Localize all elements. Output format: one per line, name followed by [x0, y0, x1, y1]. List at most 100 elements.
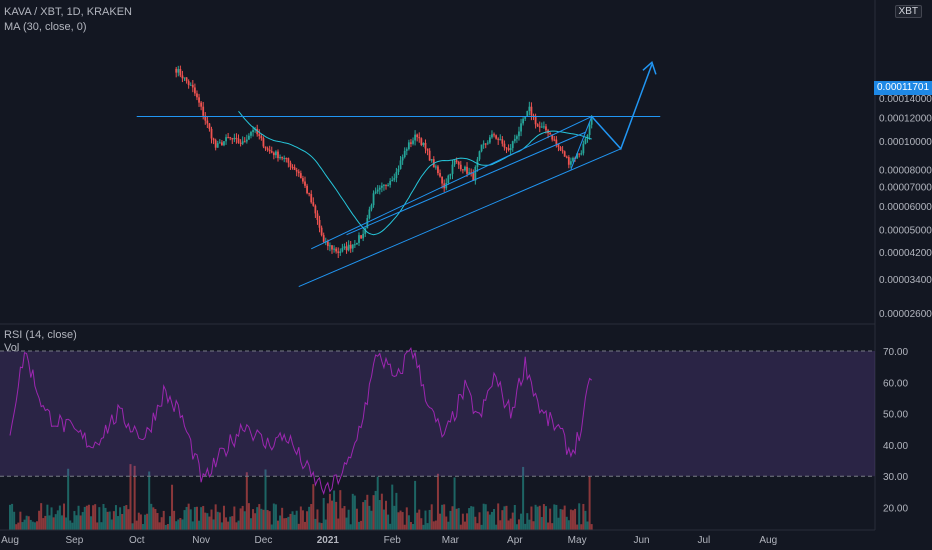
- volume-bar: [144, 514, 147, 530]
- candle-body: [391, 179, 394, 182]
- volume-bar: [243, 511, 246, 530]
- volume-bar: [42, 518, 45, 530]
- price-tick-label: 0.00014000: [879, 94, 932, 105]
- volume-bar: [551, 523, 554, 530]
- candle-body: [281, 157, 284, 159]
- volume-bar: [387, 514, 390, 530]
- ascending-support-line: [298, 148, 621, 288]
- volume-bar: [60, 515, 63, 530]
- volume-bar: [368, 505, 371, 530]
- volume-bar: [324, 519, 327, 530]
- volume-bar: [100, 522, 103, 530]
- volume-bar: [561, 509, 564, 530]
- candle-body: [422, 142, 425, 146]
- candle-body: [509, 148, 512, 151]
- candle-body: [372, 193, 375, 206]
- volume-bar: [530, 506, 533, 530]
- candle-body: [565, 156, 568, 158]
- candle-body: [434, 166, 437, 168]
- candle-body: [513, 138, 516, 142]
- rsi-axis[interactable]: 70.00 60.00 50.00 40.00 30.00 20.00: [883, 347, 908, 515]
- candle-body: [225, 137, 227, 142]
- volume-bar: [237, 520, 240, 530]
- candle-body: [486, 142, 489, 144]
- candle-body: [580, 153, 583, 155]
- volume-bar: [432, 521, 435, 530]
- volume-bar: [198, 520, 201, 530]
- candle-body: [223, 141, 225, 146]
- rsi-tick-label: 20.00: [883, 504, 908, 515]
- volume-bar: [283, 518, 286, 530]
- volume-bar: [333, 490, 336, 530]
- candle-body: [293, 167, 296, 171]
- volume-bar: [210, 509, 213, 530]
- volume-bar: [252, 509, 255, 530]
- volume-bar: [455, 508, 458, 530]
- candle-body: [304, 181, 306, 186]
- candle-body: [212, 138, 215, 141]
- volume-bar: [235, 522, 238, 530]
- volume-bar: [299, 506, 302, 530]
- volume-bar: [434, 520, 437, 530]
- volume-bar: [46, 504, 49, 530]
- price-axis[interactable]: 0.00014000 0.00012000 0.00010000 0.00008000…: [879, 94, 932, 320]
- candle-body: [538, 126, 541, 128]
- rsi-indicator-title[interactable]: RSI (14, close): [4, 329, 77, 341]
- rsi-tick-label: 40.00: [883, 441, 908, 452]
- candle-body: [339, 251, 342, 253]
- volume-pane: [9, 464, 593, 530]
- volume-bar: [316, 509, 319, 530]
- currency-unit-badge[interactable]: XBT: [894, 5, 922, 18]
- candle-body: [322, 235, 325, 242]
- volume-bar: [486, 511, 489, 530]
- volume-bar: [117, 516, 120, 530]
- volume-indicator-title[interactable]: Vol: [4, 342, 20, 354]
- volume-bar: [187, 503, 190, 530]
- candle-body: [567, 157, 570, 165]
- volume-bar: [83, 506, 86, 530]
- time-axis[interactable]: Aug Sep Oct Nov Dec 2021 Feb Mar Apr May Jun Jul Aug: [0, 529, 875, 546]
- candle-body: [310, 194, 313, 203]
- moving-average: [238, 110, 592, 236]
- volume-bar: [376, 476, 379, 530]
- candle-body: [549, 133, 552, 135]
- volume-bar: [123, 505, 126, 530]
- symbol-title[interactable]: KAVA / XBT, 1D, KRAKEN: [4, 6, 132, 18]
- volume-bar: [179, 518, 182, 530]
- candle-body: [337, 251, 340, 253]
- time-tick-label: Jul: [697, 535, 710, 546]
- volume-bar: [162, 510, 165, 530]
- candle-body: [198, 97, 200, 103]
- last-price-tag: 0.00011701: [874, 81, 932, 95]
- candle-body: [266, 148, 269, 150]
- time-tick-label: Oct: [129, 535, 145, 546]
- ma-indicator-title[interactable]: MA (30, close, 0): [4, 21, 87, 33]
- candle-body: [343, 246, 346, 248]
- volume-bar: [360, 520, 363, 530]
- volume-bar: [459, 524, 462, 530]
- volume-bar: [544, 506, 547, 530]
- candle-body: [335, 248, 338, 252]
- volume-bar: [422, 524, 425, 530]
- volume-bar: [457, 508, 460, 530]
- volume-bar: [63, 503, 66, 530]
- volume-bar: [214, 504, 217, 530]
- candle-body: [449, 173, 452, 176]
- candle-body: [555, 139, 558, 144]
- volume-bar: [36, 521, 39, 530]
- volume-bar: [279, 515, 282, 530]
- candle-body: [299, 173, 302, 179]
- trendline-drawings[interactable]: [136, 61, 661, 288]
- volume-bar: [503, 506, 506, 530]
- candle-body: [542, 126, 545, 128]
- candle-body: [532, 115, 535, 117]
- candle-body: [545, 126, 547, 131]
- candle-body: [289, 162, 292, 167]
- candle-body: [183, 77, 186, 79]
- candle-body: [493, 134, 495, 136]
- volume-bar: [212, 519, 215, 530]
- candle-body: [314, 205, 317, 214]
- volume-bar: [9, 504, 11, 530]
- candle-body: [283, 158, 286, 160]
